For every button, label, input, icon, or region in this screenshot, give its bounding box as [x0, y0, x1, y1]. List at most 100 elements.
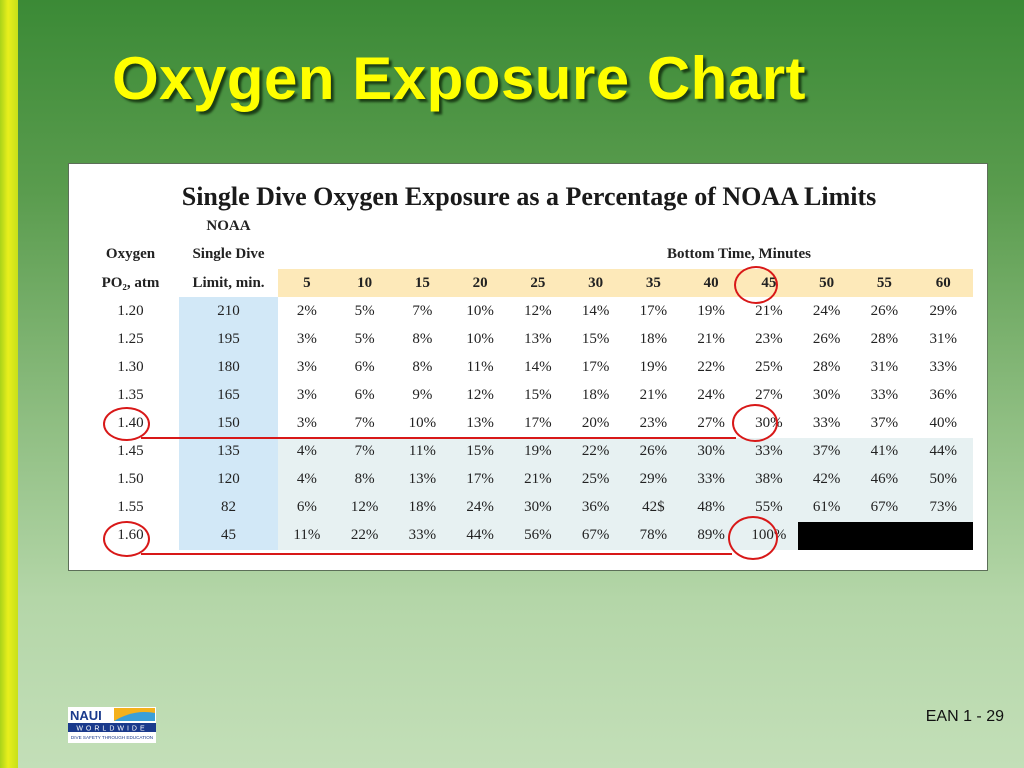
- table-row: 1.60 45 11% 22% 33% 44% 56% 67% 78% 89% 100%: [82, 521, 974, 550]
- exposure-value-cell: 17%: [451, 465, 509, 494]
- po2-cell: 1.35: [117, 386, 144, 403]
- highlight-line-po2-160: [141, 553, 732, 555]
- exposure-value-cell: 55%: [740, 493, 798, 522]
- exposure-value-cell: 50%: [913, 465, 974, 494]
- exposure-value-cell: 33%: [740, 437, 798, 466]
- logo-brand-text: NAUI: [70, 708, 102, 723]
- logo-worldwide-text: WORLDWIDE: [76, 725, 147, 732]
- exposure-value-cell: 20%: [566, 409, 625, 438]
- exposure-value-cell: 23%: [740, 325, 798, 354]
- exposure-value-cell: 11%: [451, 353, 509, 382]
- exposure-value-cell: 3%: [278, 381, 336, 410]
- exposure-value-cell: 15%: [509, 381, 567, 410]
- exposure-value-cell: 10%: [393, 409, 452, 438]
- exceeds-limit-blackout: [797, 521, 974, 550]
- exposure-value-cell: 44%: [913, 437, 974, 466]
- exposure-value-cell: 37%: [855, 409, 914, 438]
- exposure-value-cell: 30%: [797, 381, 856, 410]
- exposure-value-cell: 18%: [566, 381, 625, 410]
- exposure-value-cell: 13%: [393, 465, 452, 494]
- highlight-line-po2-140: [141, 437, 736, 439]
- highlight-circle-value-30: [732, 404, 778, 442]
- exposure-value-cell: 40%: [913, 409, 974, 438]
- table-row: 1.55 82 6% 12% 18% 24% 30% 36% 42$ 48% 55% 61% 67% 73…: [82, 493, 974, 522]
- exposure-value-cell: 12%: [451, 381, 509, 410]
- exposure-value-cell: 33%: [855, 381, 914, 410]
- exposure-value-cell: 11%: [278, 521, 336, 550]
- exposure-value-cell: 10%: [451, 325, 509, 354]
- exposure-value-cell: 18%: [393, 493, 452, 522]
- exposure-value-cell: 7%: [335, 409, 394, 438]
- exposure-value-cell: 22%: [682, 353, 740, 382]
- exposure-value-cell: 5%: [335, 297, 394, 326]
- limit-cell: 180: [179, 353, 278, 382]
- exposure-value-cell: 26%: [855, 297, 914, 326]
- exposure-value-cell: 28%: [855, 325, 914, 354]
- exposure-value-cell: 29%: [913, 297, 974, 326]
- exposure-value-cell: 56%: [509, 521, 567, 550]
- po2-cell: 1.30: [117, 358, 144, 375]
- time-header-35: 35: [624, 269, 683, 298]
- exposure-table-body: 1.20 210 2% 5% 7% 10% 12% 14% 17% 19% 21% 24% 26% 29%…: [82, 297, 974, 550]
- limit-cell: 210: [179, 297, 278, 326]
- exposure-value-cell: 31%: [855, 353, 914, 382]
- exposure-value-cell: 26%: [797, 325, 856, 354]
- exposure-value-cell: 15%: [566, 325, 625, 354]
- time-header-5: 5: [278, 269, 336, 298]
- exposure-value-cell: 24%: [451, 493, 509, 522]
- side-accent-bar: [0, 0, 18, 768]
- exposure-value-cell: 17%: [624, 297, 683, 326]
- po2-cell: 1.25: [117, 330, 144, 347]
- exposure-value-cell: 19%: [624, 353, 683, 382]
- exposure-value-cell: 33%: [393, 521, 452, 550]
- exposure-value-cell: 8%: [393, 325, 452, 354]
- exposure-value-cell: 67%: [855, 493, 914, 522]
- exposure-value-cell: 26%: [624, 437, 683, 466]
- exposure-value-cell: 17%: [509, 409, 567, 438]
- exposure-value-cell: 9%: [393, 381, 452, 410]
- table-row: 1.45 135 4% 7% 11% 15% 19% 22% 26% 30% 33% 37% 41% 44…: [82, 437, 974, 466]
- exposure-value-cell: 7%: [393, 297, 452, 326]
- exposure-value-cell: 8%: [335, 465, 394, 494]
- limit-cell: 120: [179, 465, 278, 494]
- exposure-value-cell: 11%: [393, 437, 452, 466]
- exposure-value-cell: 6%: [335, 353, 394, 382]
- exposure-value-cell: 3%: [278, 409, 336, 438]
- exposure-value-cell: 7%: [335, 437, 394, 466]
- exposure-value-cell: 6%: [278, 493, 336, 522]
- exposure-value-cell: 21%: [509, 465, 567, 494]
- exposure-value-cell: 42$: [624, 493, 683, 522]
- exposure-value-cell: 44%: [451, 521, 509, 550]
- po2-cell: 1.20: [117, 302, 144, 319]
- po2-cell: 1.45: [117, 443, 144, 460]
- time-header-25: 25: [509, 269, 567, 298]
- exposure-value-cell: 48%: [682, 493, 740, 522]
- exposure-value-cell: 28%: [797, 353, 856, 382]
- exposure-value-cell: 18%: [624, 325, 683, 354]
- logo-tagline-text: DIVE SAFETY THROUGH EDUCATION: [71, 735, 153, 740]
- exposure-value-cell: 29%: [624, 465, 683, 494]
- highlight-circle-po2-160: [103, 521, 150, 557]
- exposure-value-cell: 46%: [855, 465, 914, 494]
- logo-worldwide-band: [68, 723, 156, 732]
- exposure-value-cell: 4%: [278, 465, 336, 494]
- exposure-value-cell: 4%: [278, 437, 336, 466]
- po2-cell: 1.50: [117, 471, 144, 488]
- exposure-value-cell: 73%: [913, 493, 974, 522]
- table-row: 1.30 180 3% 6% 8% 11% 14% 17% 19% 22% 25% 28% 31% 33%: [82, 353, 974, 382]
- exposure-value-cell: 21%: [682, 325, 740, 354]
- exposure-value-cell: 19%: [509, 437, 567, 466]
- exposure-value-cell: 5%: [335, 325, 394, 354]
- exposure-value-cell: 33%: [797, 409, 856, 438]
- exposure-value-cell: 12%: [509, 297, 567, 326]
- time-header-10: 10: [335, 269, 394, 298]
- exposure-value-cell: 24%: [682, 381, 740, 410]
- limit-cell: 82: [179, 493, 278, 522]
- exposure-value-cell: 17%: [566, 353, 625, 382]
- limit-cell: 135: [179, 437, 278, 466]
- time-header-50: 50: [797, 269, 856, 298]
- exposure-value-cell: 33%: [682, 465, 740, 494]
- exposure-value-cell: 31%: [913, 325, 974, 354]
- exposure-value-cell: 61%: [797, 493, 856, 522]
- limit-cell: 165: [179, 381, 278, 410]
